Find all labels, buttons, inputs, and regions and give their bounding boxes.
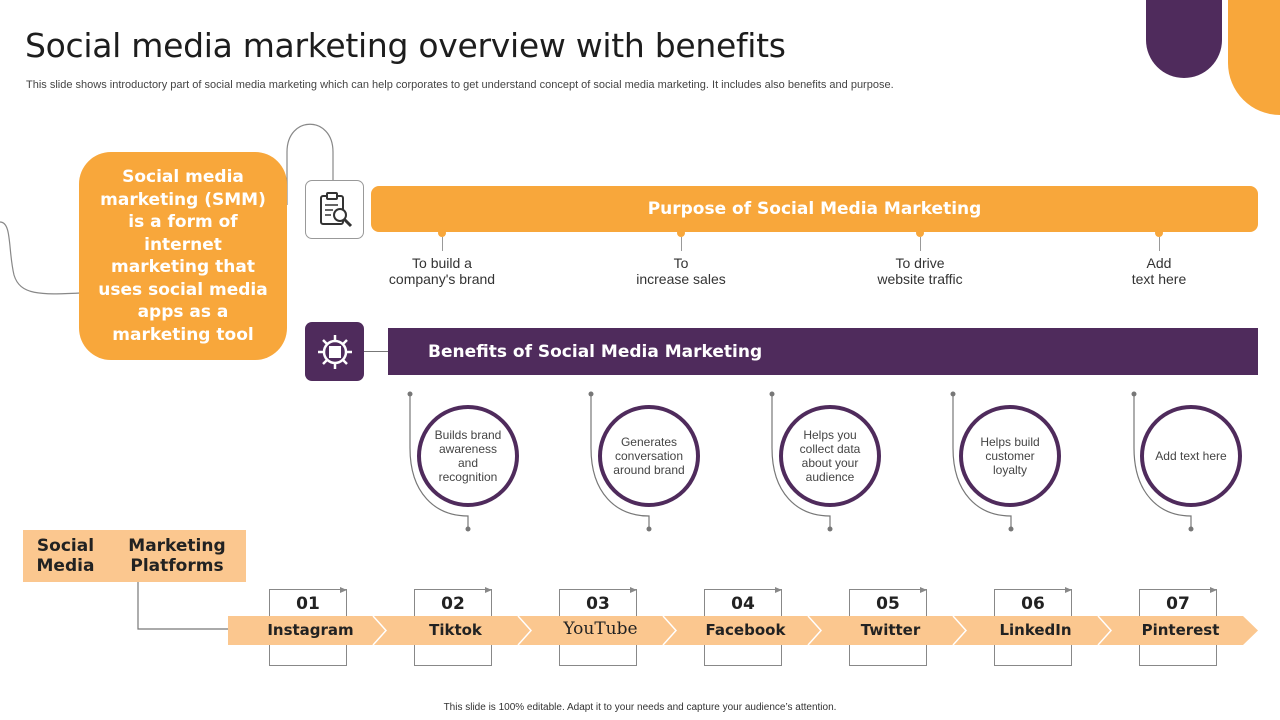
benefit-item: Add text here (1140, 405, 1242, 507)
benefit-text: Helps you collect data about your audien… (799, 428, 861, 484)
benefit-item: Builds brand awareness and recognition (417, 405, 519, 507)
purpose-text: Add text here (1131, 255, 1187, 287)
page-title: Social media marketing overview with ben… (25, 26, 786, 65)
purpose-dot (1155, 229, 1163, 237)
clipboard-magnifier-icon (319, 191, 352, 227)
platform-chevrons (228, 616, 1258, 645)
benefit-item: Helps build customer loyalty (959, 405, 1061, 507)
purpose-icon-box (305, 180, 364, 239)
purpose-dot (916, 229, 924, 237)
benefits-icon-box (305, 322, 364, 381)
benefit-hooks (407, 391, 1194, 532)
smm-definition-box: Social media marketing (SMM) is a form o… (79, 152, 287, 360)
benefit-text: Add text here (1155, 449, 1227, 463)
benefit-item: Generates conversation around brand (598, 405, 700, 507)
platform-tiktok: Tiktok (429, 621, 482, 639)
platform-pinterest: Pinterest (1141, 621, 1220, 639)
purpose-stem (1158, 237, 1160, 251)
purpose-dot (438, 229, 446, 237)
benefit-text: Generates conversation around brand (613, 435, 685, 477)
connector-lines (0, 123, 334, 295)
purpose-dot (677, 229, 685, 237)
platforms-connector (137, 582, 230, 630)
smm-definition-text: Social media marketing (SMM) is a form o… (98, 167, 268, 345)
purpose-stem (919, 237, 921, 251)
footer-note: This slide is 100% editable. Adapt it to… (443, 702, 837, 713)
purpose-text: To build a company's brand (388, 255, 496, 287)
platform-linkedin: LinkedIn (999, 621, 1072, 639)
platforms-heading: Social Media Marketing Platforms (23, 530, 246, 582)
purpose-text: To drive website traffic (877, 255, 963, 287)
purpose-heading: Purpose of Social Media Marketing (371, 186, 1258, 232)
corner-decoration (1146, 0, 1280, 115)
benefits-connector (364, 351, 388, 352)
benefit-item: Helps you collect data about your audien… (779, 405, 881, 507)
benefits-heading: Benefits of Social Media Marketing (388, 328, 1258, 375)
purpose-stem (441, 237, 443, 251)
benefit-text: Helps build customer loyalty (980, 435, 1040, 477)
platform-twitter: Twitter (860, 621, 921, 639)
purpose-text: To increase sales (636, 255, 726, 287)
gear-icon (317, 334, 352, 369)
page-subtitle: This slide shows introductory part of so… (26, 79, 894, 91)
benefit-text: Builds brand awareness and recognition (434, 428, 502, 484)
platform-youtube: YouTube (563, 619, 638, 639)
purpose-stem (680, 237, 682, 251)
platform-instagram: Instagram (267, 621, 354, 639)
platform-facebook: Facebook (705, 621, 786, 639)
